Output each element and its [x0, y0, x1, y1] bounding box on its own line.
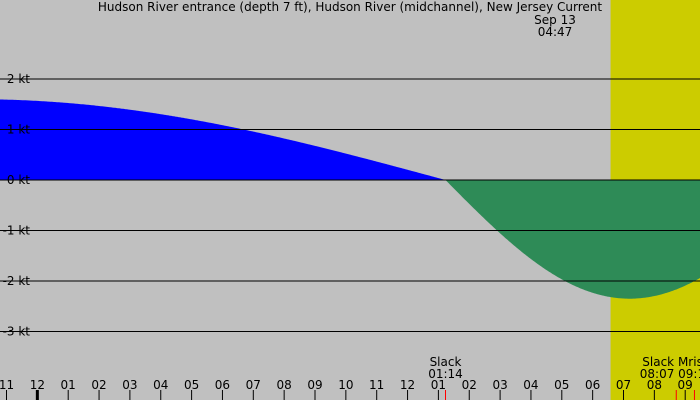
flood-area [0, 99, 445, 180]
top-event-time: 04:47 [538, 25, 573, 39]
x-tick-label: 04 [153, 378, 168, 392]
x-tick-label: 10 [338, 378, 353, 392]
bottom-event-label: Slack Mrise [642, 355, 700, 369]
x-tick-label: 12 [30, 378, 45, 392]
x-tick-label: 06 [585, 378, 600, 392]
y-tick-label: 2 kt [7, 72, 30, 86]
y-tick-label: -1 kt [3, 224, 31, 238]
x-tick-label: 02 [91, 378, 106, 392]
x-tick-label: 05 [184, 378, 199, 392]
x-tick-label: 09 [307, 378, 322, 392]
x-tick-label: 09 [678, 378, 693, 392]
x-tick-label: 03 [122, 378, 137, 392]
x-axis-ticks [6, 390, 695, 400]
x-tick-label: 05 [554, 378, 569, 392]
x-tick-label: 11 [0, 378, 14, 392]
x-tick-label: 04 [523, 378, 538, 392]
y-tick-label: -3 kt [3, 325, 31, 339]
y-tick-label: -2 kt [3, 274, 31, 288]
x-tick-label: 07 [616, 378, 631, 392]
top-event-date: Sep 13 [534, 13, 576, 27]
y-tick-label: 0 kt [7, 173, 30, 187]
x-tick-label: 11 [369, 378, 384, 392]
x-tick-label: 03 [492, 378, 507, 392]
ebb-area [446, 180, 700, 299]
x-axis-labels: 11 12 01 02 03 04 05 06 07 08 09 10 11 12 01 02 03 04 05 06… [0, 378, 693, 392]
x-tick-label: 02 [462, 378, 477, 392]
x-tick-label: 01 [61, 378, 76, 392]
x-tick-label: 01 [431, 378, 446, 392]
chart-title: Hudson River entrance (depth 7 ft), Huds… [98, 0, 602, 14]
x-tick-label: 08 [277, 378, 292, 392]
gridlines [0, 78, 700, 332]
bottom-event-time: 08:07 09:18 [640, 367, 700, 381]
x-tick-label: 07 [246, 378, 261, 392]
x-tick-label: 08 [647, 378, 662, 392]
bottom-event-time: 01:14 [428, 367, 463, 381]
y-tick-label: 1 kt [7, 123, 30, 137]
current-areas [0, 99, 700, 299]
x-tick-label: 06 [215, 378, 230, 392]
y-axis-labels: 2 kt 1 kt 0 kt -1 kt -2 kt -3 kt [3, 72, 31, 339]
bottom-event-label: Slack [430, 355, 462, 369]
x-tick-label: 12 [400, 378, 415, 392]
